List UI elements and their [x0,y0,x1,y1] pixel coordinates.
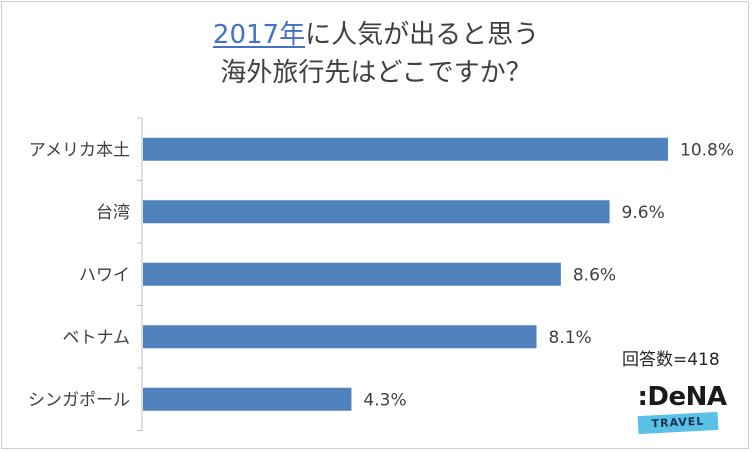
category-label: 台湾 [96,203,130,223]
logo-subtitle: TRAVEL [651,414,705,431]
category-label: アメリカ本土 [29,140,130,160]
bar [143,137,668,161]
data-label: 10.8% [680,140,734,160]
bar [143,262,561,286]
data-label: 8.1% [549,328,592,348]
bar [143,387,352,411]
logo-wordmark: :DeNA [637,382,728,412]
data-label: 8.6% [573,265,616,285]
category-label: シンガポール [28,390,130,410]
bar [143,325,537,349]
category-label: ハワイ [79,265,130,285]
data-label: 4.3% [363,390,406,410]
chart-title-line2: 海外旅行先はどこですか？ [220,58,532,88]
respondent-count: 回答数=418 [622,350,720,370]
title-line1-text: に人気が出ると思う [305,20,540,50]
bar [143,200,610,224]
dena-travel-logo: :DeNA TRAVEL [632,382,732,442]
category-label: ベトナム [63,328,131,348]
data-label: 9.6% [622,203,665,223]
chart-title-line1: 2017年に人気が出ると思う [0,18,752,52]
title-accent-year: 2017年 [212,20,306,50]
